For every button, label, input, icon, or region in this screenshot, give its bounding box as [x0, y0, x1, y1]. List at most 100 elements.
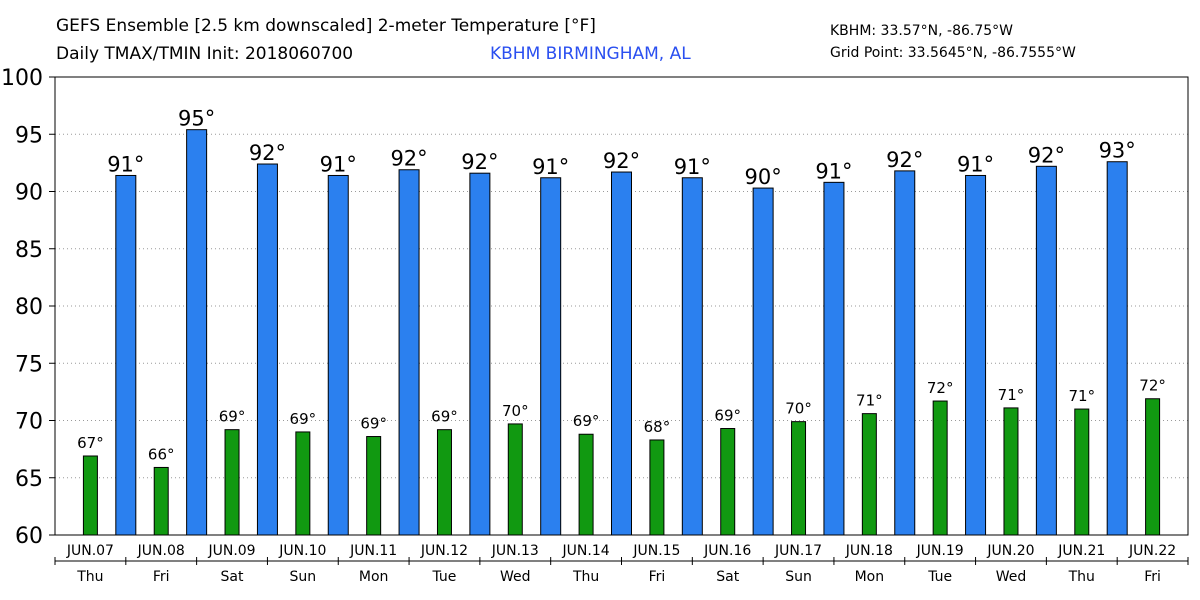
tmax-bar	[327, 174, 349, 536]
x-date-label: JUN.10	[278, 543, 326, 559]
x-date-label: JUN.11	[349, 543, 397, 559]
tmin-label: 68°	[644, 418, 671, 436]
tmax-bar	[681, 177, 703, 536]
tmin-label: 69°	[360, 415, 387, 433]
tmin-bar	[1074, 408, 1090, 536]
tmin-bar	[932, 400, 948, 536]
tmax-label: 91°	[107, 152, 144, 176]
x-date-label: JUN.18	[845, 543, 893, 559]
tmin-label: 66°	[148, 445, 175, 463]
x-day-label: Mon	[855, 569, 885, 585]
x-day-label: Tue	[927, 569, 952, 585]
grid-point-coordinates: Grid Point: 33.5645°N, -86.7555°W	[830, 45, 1076, 61]
tmax-label: 92°	[1028, 143, 1065, 167]
tmin-bar	[224, 429, 240, 536]
tmin-bar	[578, 433, 594, 536]
tmin-bar	[82, 455, 98, 536]
tmax-bar	[469, 172, 491, 536]
tmin-label: 71°	[998, 386, 1025, 404]
station-coordinates: KBHM: 33.57°N, -86.75°W	[830, 23, 1013, 39]
tmax-bar	[823, 181, 845, 536]
chart-title: GEFS Ensemble [2.5 km downscaled] 2-mete…	[56, 16, 596, 36]
x-date-label: JUN.15	[632, 543, 680, 559]
y-tick-label: 90	[15, 181, 43, 206]
tmax-bar	[752, 187, 774, 536]
tmin-label: 70°	[785, 400, 812, 418]
tmin-label: 72°	[1139, 377, 1166, 395]
tmin-label: 71°	[1068, 387, 1095, 405]
x-day-label: Wed	[996, 569, 1027, 585]
x-day-label: Sat	[716, 569, 739, 585]
tmax-label: 95°	[178, 107, 215, 131]
tmax-label: 91°	[320, 152, 357, 176]
tmax-label: 91°	[674, 155, 711, 179]
tmin-bar	[436, 429, 452, 536]
tmax-bar	[186, 129, 208, 536]
x-date-label: JUN.16	[703, 543, 751, 559]
tmax-label: 91°	[957, 152, 994, 176]
tmax-label: 92°	[249, 141, 286, 165]
tmax-label: 91°	[532, 155, 569, 179]
x-day-label: Sat	[221, 569, 244, 585]
chart-subtitle: Daily TMAX/TMIN Init: 2018060700	[56, 44, 354, 64]
x-date-label: JUN.17	[774, 543, 822, 559]
y-tick-label: 95	[15, 123, 43, 148]
x-date-label: JUN.12	[420, 543, 468, 559]
y-tick-label: 65	[15, 467, 43, 492]
tmin-label: 69°	[219, 408, 246, 426]
tmin-bar	[507, 423, 523, 536]
tmax-label: 91°	[815, 159, 852, 183]
tmax-bar	[1035, 165, 1057, 536]
tmin-bar	[1003, 407, 1019, 536]
tmax-label: 92°	[886, 148, 923, 172]
tmax-bar	[611, 171, 632, 536]
tmin-label: 69°	[714, 407, 741, 425]
tmax-label: 92°	[461, 150, 498, 174]
tmin-label: 67°	[77, 434, 104, 452]
x-date-label: JUN.14	[562, 543, 610, 559]
tmax-bar	[894, 170, 916, 536]
y-tick-label: 85	[15, 238, 43, 263]
x-day-label: Wed	[500, 569, 531, 585]
tmax-bar	[115, 174, 137, 536]
tmin-label: 72°	[927, 379, 954, 397]
tmin-label: 70°	[502, 402, 529, 420]
tmax-label: 92°	[390, 147, 427, 171]
tmax-bar	[1106, 161, 1128, 536]
x-day-label: Fri	[153, 569, 170, 585]
tmin-label: 69°	[431, 408, 458, 426]
tmin-bar	[366, 436, 382, 536]
x-date-label: JUN.20	[986, 543, 1034, 559]
tmax-label: 93°	[1099, 139, 1136, 163]
tmax-bar	[540, 177, 562, 536]
x-date-label: JUN.09	[207, 543, 255, 559]
tmin-label: 71°	[856, 392, 883, 410]
tmin-bar	[295, 431, 311, 536]
x-day-label: Thu	[1068, 569, 1095, 585]
tmin-bar	[720, 428, 736, 536]
x-date-label: JUN.19	[916, 543, 964, 559]
x-day-label: Sun	[290, 569, 317, 585]
y-tick-label: 100	[1, 66, 43, 91]
y-tick-label: 80	[15, 295, 43, 320]
x-day-label: Mon	[359, 569, 389, 585]
x-day-label: Thu	[572, 569, 599, 585]
x-day-label: Sun	[785, 569, 812, 585]
y-tick-label: 75	[15, 352, 43, 377]
x-date-label: JUN.22	[1128, 543, 1176, 559]
tmax-label: 92°	[603, 149, 640, 173]
tmax-bar	[398, 169, 420, 536]
x-date-label: JUN.08	[137, 543, 185, 559]
tmax-bar	[965, 174, 987, 536]
tmin-bar	[861, 413, 877, 536]
x-date-label: JUN.13	[491, 543, 539, 559]
x-date-label: JUN.07	[66, 543, 114, 559]
plot-frame	[54, 76, 1189, 536]
station-name: KBHM BIRMINGHAM, AL	[490, 44, 691, 64]
tmax-bar	[256, 163, 278, 536]
tmin-bar	[791, 421, 807, 536]
tmin-label: 69°	[290, 410, 317, 428]
tmin-bar	[649, 439, 665, 536]
tmin-label: 69°	[573, 412, 600, 430]
